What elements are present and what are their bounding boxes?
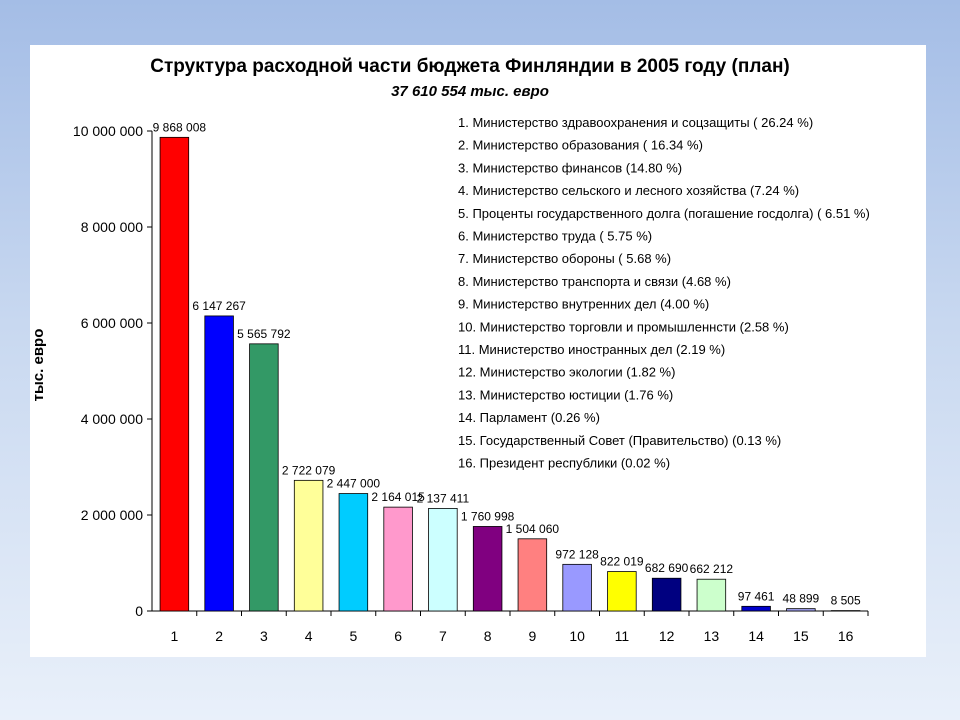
legend-item: 13. Министерство юстиции (1.76 %) <box>458 387 673 402</box>
x-tick-label-16: 16 <box>838 628 854 644</box>
x-tick-label-10: 10 <box>569 628 585 644</box>
x-tick-label-4: 4 <box>305 628 313 644</box>
legend-item: 15. Государственный Совет (Правительство… <box>458 433 781 448</box>
data-label-7: 2 137 411 <box>417 491 470 505</box>
legend-item: 6. Министерство труда ( 5.75 %) <box>458 229 652 244</box>
legend-item: 11. Министерство иностранных дел (2.19 %… <box>458 342 725 357</box>
legend: 1. Министерство здравоохранения и соцзащ… <box>458 115 870 471</box>
y-tick-label: 10 000 000 <box>73 123 143 139</box>
data-label-11: 822 019 <box>600 555 644 569</box>
x-tick-label-8: 8 <box>484 628 492 644</box>
x-tick-label-1: 1 <box>170 628 178 644</box>
data-label-13: 662 212 <box>690 562 734 576</box>
bars <box>159 136 861 612</box>
x-ticks: 1 2 3 4 5 6 7 8 9 10 11 12 13 14 15 16 <box>170 611 869 644</box>
y-ticks: 0 2 000 000 4 000 000 6 000 000 8 000 000 10 … <box>73 123 152 619</box>
data-label-8: 1 760 998 <box>461 509 515 523</box>
legend-item: 8. Министерство транспорта и связи (4.68… <box>458 274 731 289</box>
x-tick-label-9: 9 <box>528 628 536 644</box>
chart-subtitle: 37 610 554 тыс. евро <box>391 83 549 100</box>
data-label-1: 9 868 008 <box>153 120 207 134</box>
x-tick-label-13: 13 <box>704 628 720 644</box>
bar-9 <box>517 538 548 612</box>
x-tick-label-12: 12 <box>659 628 675 644</box>
x-tick-label-3: 3 <box>260 628 268 644</box>
legend-item: 4. Министерство сельского и лесного хозя… <box>458 183 799 198</box>
x-tick-label-14: 14 <box>748 628 764 644</box>
data-label-4: 2 722 079 <box>282 463 336 477</box>
bar-6 <box>383 506 413 612</box>
legend-item: 3. Министерство финансов (14.80 %) <box>458 160 682 175</box>
x-tick-label-2: 2 <box>215 628 223 644</box>
x-tick-label-7: 7 <box>439 628 447 644</box>
legend-item: 10. Министерство торговли и промышленнст… <box>458 319 789 334</box>
bar-10 <box>562 563 592 612</box>
bar-5 <box>338 493 369 612</box>
legend-item: 5. Проценты государственного долга (пога… <box>458 206 870 221</box>
x-tick-label-5: 5 <box>349 628 357 644</box>
x-tick-label-15: 15 <box>793 628 809 644</box>
chart-panel: Структура расходной части бюджета Финлян… <box>30 45 926 657</box>
legend-item: 7. Министерство обороны ( 5.68 %) <box>458 251 671 266</box>
y-tick-label: 4 000 000 <box>81 411 143 427</box>
bar-8 <box>472 526 503 612</box>
bar-2 <box>204 315 234 612</box>
y-tick-label: 6 000 000 <box>81 315 143 331</box>
x-tick-label-6: 6 <box>394 628 402 644</box>
chart-title: Структура расходной части бюджета Финлян… <box>150 56 790 77</box>
data-label-2: 6 147 267 <box>192 299 246 313</box>
data-label-9: 1 504 060 <box>506 522 560 536</box>
legend-item: 2. Министерство образования ( 16.34 %) <box>458 138 703 153</box>
y-tick-label: 2 000 000 <box>81 507 143 523</box>
bar-13 <box>696 578 727 612</box>
bar-15 <box>786 608 816 612</box>
data-label-3: 5 565 792 <box>237 327 291 341</box>
data-label-15: 48 899 <box>783 592 820 606</box>
data-label-6: 2 164 015 <box>371 490 425 504</box>
data-label-5: 2 447 000 <box>327 477 381 491</box>
bar-4 <box>293 479 324 612</box>
data-label-12: 682 690 <box>645 561 689 575</box>
bar-1 <box>159 136 190 612</box>
data-label-10: 972 128 <box>555 547 599 561</box>
data-label-16: 8 505 <box>831 594 861 608</box>
y-axis-label: тыс. евро <box>30 329 47 402</box>
legend-item: 1. Министерство здравоохранения и соцзащ… <box>458 115 813 130</box>
legend-item: 12. Министерство экологии (1.82 %) <box>458 365 675 380</box>
bar-7 <box>428 508 458 612</box>
legend-item: 16. Президент республики (0.02 %) <box>458 456 670 471</box>
bar-chart: Структура расходной части бюджета Финлян… <box>30 56 870 644</box>
legend-item: 14. Парламент (0.26 %) <box>458 410 600 425</box>
data-label-14: 97 461 <box>738 589 775 603</box>
bar-14 <box>741 605 771 612</box>
bar-11 <box>607 571 637 612</box>
legend-item: 9. Министерство внутренних дел (4.00 %) <box>458 297 709 312</box>
y-tick-label: 8 000 000 <box>81 219 143 235</box>
bar-12 <box>651 577 682 612</box>
x-tick-label-11: 11 <box>615 628 630 644</box>
bar-3 <box>249 343 279 612</box>
y-tick-label: 0 <box>135 603 143 619</box>
bar-16 <box>830 610 861 612</box>
